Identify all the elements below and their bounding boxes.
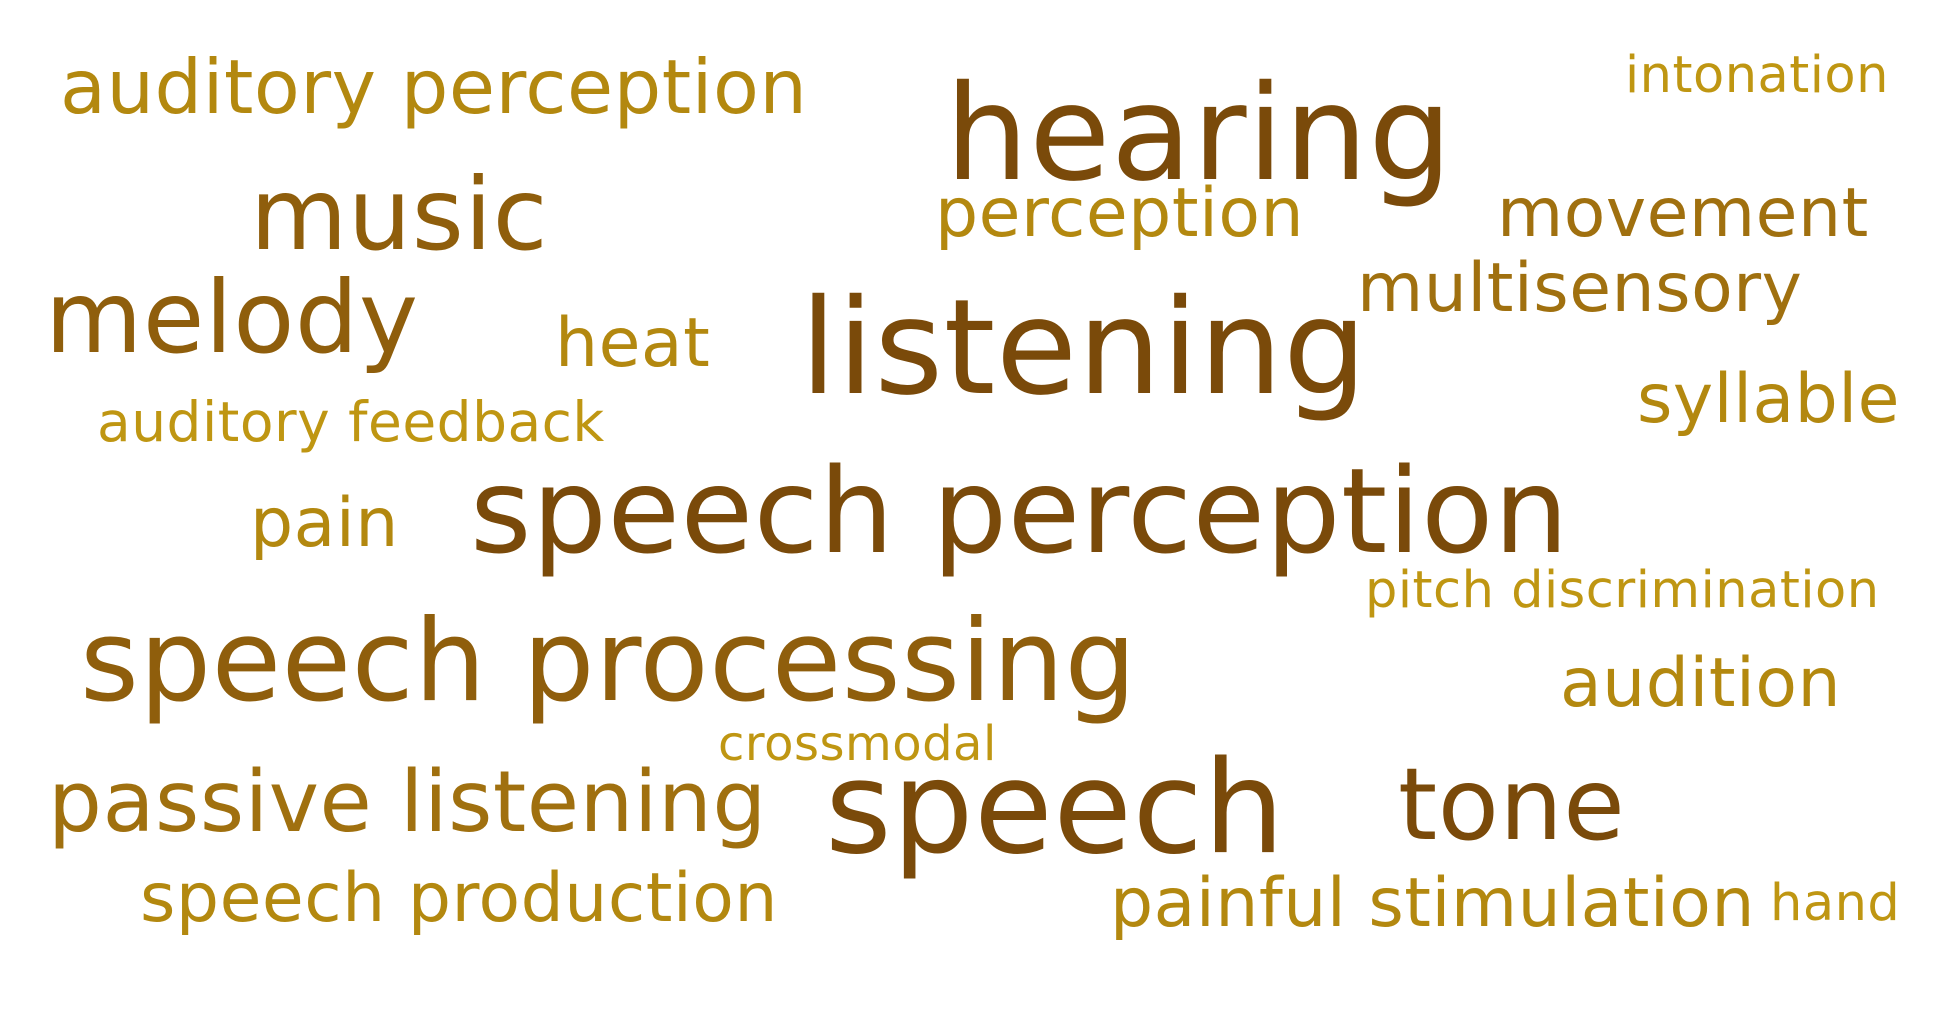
word-syllable: syllable: [1637, 360, 1901, 439]
word-speech-processing: speech processing: [80, 595, 1137, 727]
word-crossmodal: crossmodal: [718, 716, 997, 772]
word-speech: speech: [825, 734, 1285, 883]
word-listening: listening: [800, 271, 1368, 425]
word-music: music: [250, 156, 549, 273]
word-auditory-feedback: auditory feedback: [97, 390, 605, 454]
word-passive-listening: passive listening: [48, 753, 767, 852]
word-intonation: intonation: [1625, 46, 1889, 105]
word-speech-production: speech production: [140, 859, 778, 938]
word-speech-perception: speech perception: [470, 442, 1570, 580]
word-perception: perception: [935, 174, 1305, 253]
word-hand: hand: [1770, 874, 1901, 933]
word-pain: pain: [250, 484, 399, 563]
word-multisensory: multisensory: [1357, 249, 1803, 328]
word-painful-stimulation: painful stimulation: [1110, 864, 1756, 943]
word-auditory-perception: auditory perception: [60, 43, 808, 131]
word-tone: tone: [1398, 746, 1626, 863]
word-melody: melody: [45, 259, 419, 376]
word-audition: audition: [1560, 644, 1842, 723]
word-heat: heat: [555, 304, 711, 383]
word-movement: movement: [1497, 174, 1869, 253]
word-hearing: hearing: [945, 57, 1453, 211]
word-pitch-discrimination: pitch discrimination: [1365, 561, 1880, 620]
